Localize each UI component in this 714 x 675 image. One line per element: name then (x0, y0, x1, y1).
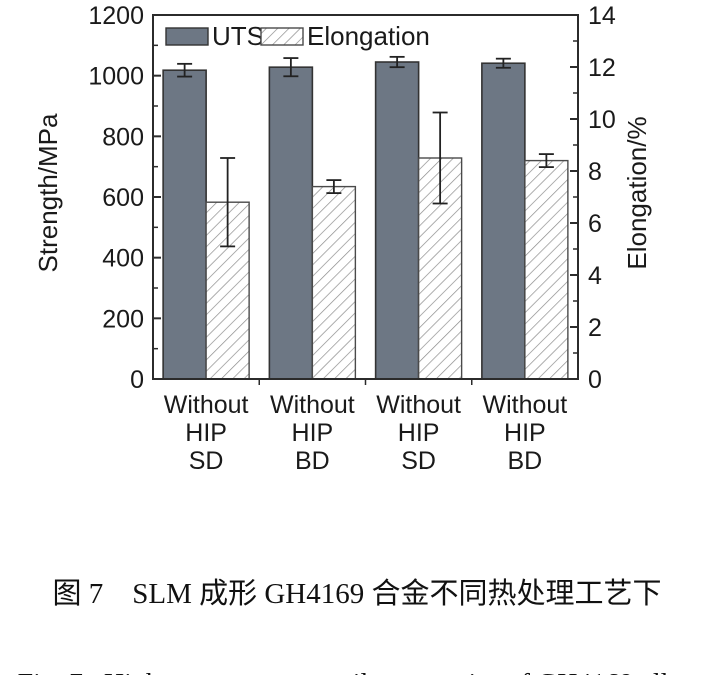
right-axis-tick-label: 6 (588, 210, 602, 238)
x-category-label-line: Without (270, 391, 355, 419)
bars-group (162, 61, 569, 380)
legend-elongation-swatch (260, 27, 304, 46)
x-category-label-line: BD (508, 447, 543, 475)
left-axis-tick-label: 800 (102, 123, 144, 151)
x-category-label-line: HIP (504, 419, 546, 447)
x-category-label-line: HIP (185, 419, 227, 447)
left-axis-tick-label: 400 (102, 245, 144, 273)
x-category-label-line: HIP (292, 419, 334, 447)
uts-bar-1 (162, 69, 207, 380)
x-category-label-line: Without (164, 391, 249, 419)
uts-bar-2 (268, 66, 314, 380)
legend: UTS Elongation (165, 21, 430, 51)
uts-bar-3 (374, 61, 420, 380)
right-axis-tick-label: 10 (588, 106, 616, 134)
right-axis-tick-label: 2 (588, 314, 602, 342)
left-axis-tick-label: 1000 (88, 63, 144, 91)
caption-chinese: 图 7 SLM 成形 GH4169 合金不同热处理工艺下 的高温拉伸性能 (0, 502, 714, 675)
x-category-label-1: Without HIP SD (164, 391, 249, 475)
right-axis-tick-label: 12 (588, 54, 616, 82)
x-category-label-line: SD (401, 447, 436, 475)
right-axis-tick-label: 4 (588, 262, 602, 290)
left-axis-tick-label: 1200 (88, 2, 144, 30)
left-axis-tick-label: 200 (102, 305, 144, 333)
uts-bar-4 (481, 62, 526, 380)
error-bars-group (177, 55, 554, 248)
x-category-label-3: Without HIP SD (376, 391, 461, 475)
legend-uts-label: UTS (212, 21, 264, 51)
left-axis-title: Strength/MPa (33, 113, 63, 273)
x-category-label-2: Without HIP BD (270, 391, 355, 475)
caption-zh-line1: 图 7 SLM 成形 GH4169 合金不同热处理工艺下 (52, 578, 662, 610)
caption-english: Fig. 7 High temperature tensile properti… (0, 597, 714, 675)
right-axis-tick-label: 0 (588, 366, 602, 394)
x-category-label-line: SD (189, 447, 224, 475)
right-axis-tick-label: 14 (588, 2, 616, 30)
x-category-label-line: HIP (398, 419, 440, 447)
left-axis-tick-label: 0 (130, 366, 144, 394)
x-category-label-line: BD (295, 447, 330, 475)
left-axis-tick-label: 600 (102, 184, 144, 212)
legend-elongation-label: Elongation (307, 21, 430, 51)
caption-en-line1: Fig. 7 High temperature tensile properti… (0, 667, 714, 675)
x-category-label-line: Without (482, 391, 567, 419)
x-category-label-4: Without HIP BD (482, 391, 567, 475)
right-axis-title: Elongation/% (622, 116, 652, 269)
elongation-bar-4 (524, 159, 569, 380)
elongation-bar-2 (311, 185, 357, 380)
right-axis-tick-label: 8 (588, 158, 602, 186)
x-category-label-line: Without (376, 391, 461, 419)
legend-uts-swatch (165, 27, 209, 46)
